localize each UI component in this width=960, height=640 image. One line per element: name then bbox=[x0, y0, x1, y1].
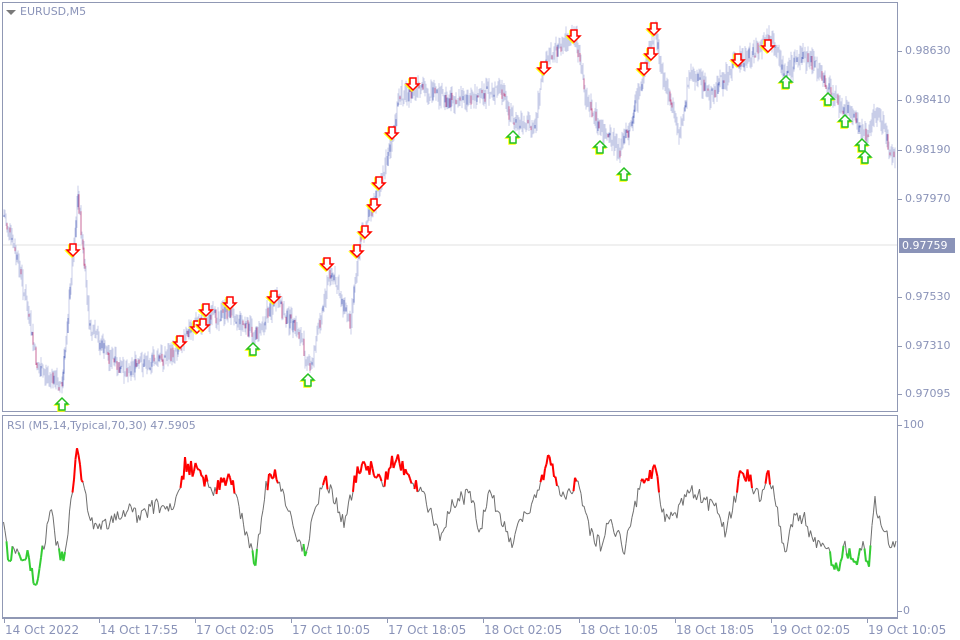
sell-arrow-icon bbox=[366, 198, 382, 213]
sell-arrow-icon bbox=[172, 335, 188, 350]
current-price-label: 0.97759 bbox=[899, 238, 955, 253]
time-tick bbox=[195, 618, 196, 623]
price-tick-label: 0.98190 bbox=[905, 143, 951, 156]
rsi-title: RSI (M5,14,Typical,70,30) 47.5905 bbox=[7, 419, 196, 432]
rsi-axis-max: 100 bbox=[903, 418, 924, 431]
time-tick-label: 14 Oct 17:55 bbox=[100, 623, 179, 637]
buy-arrow-icon bbox=[592, 139, 608, 154]
time-tick bbox=[387, 618, 388, 623]
price-tick-label: 0.98410 bbox=[905, 93, 951, 106]
time-tick bbox=[675, 618, 676, 623]
time-axis-line bbox=[2, 618, 898, 619]
buy-arrow-icon bbox=[505, 129, 521, 144]
time-tick bbox=[867, 618, 868, 623]
price-tick bbox=[897, 100, 902, 101]
sell-arrow-icon bbox=[349, 244, 365, 259]
sell-arrow-icon bbox=[566, 29, 582, 44]
symbol-dropdown-icon[interactable] bbox=[6, 10, 16, 15]
buy-arrow-icon bbox=[857, 149, 873, 164]
sell-arrow-icon bbox=[384, 126, 400, 141]
sell-arrow-icon bbox=[65, 243, 81, 258]
time-tick bbox=[291, 618, 292, 623]
buy-arrow-icon bbox=[820, 91, 836, 106]
sell-arrow-icon bbox=[198, 303, 214, 318]
buy-arrow-icon bbox=[300, 372, 316, 387]
rsi-tick-max bbox=[897, 425, 902, 426]
rsi-tick-min bbox=[897, 611, 902, 612]
time-tick-label: 18 Oct 18:05 bbox=[676, 623, 755, 637]
price-tick-label: 0.97095 bbox=[905, 387, 951, 400]
sell-arrow-icon bbox=[730, 53, 746, 68]
sell-arrow-icon bbox=[536, 61, 552, 76]
sell-arrow-icon bbox=[646, 22, 662, 37]
time-tick-label: 18 Oct 10:05 bbox=[580, 623, 659, 637]
buy-arrow-icon bbox=[616, 166, 632, 181]
price-chart-pane[interactable] bbox=[2, 2, 898, 412]
buy-arrow-icon bbox=[245, 341, 261, 356]
sell-arrow-icon bbox=[643, 47, 659, 62]
sell-arrow-icon bbox=[222, 296, 238, 311]
price-tick-label: 0.97970 bbox=[905, 192, 951, 205]
buy-arrow-icon bbox=[54, 396, 70, 411]
symbol-title: EURUSD,M5 bbox=[20, 5, 87, 18]
price-tick bbox=[897, 297, 902, 298]
price-tick-label: 0.97310 bbox=[905, 339, 951, 352]
sell-arrow-icon bbox=[760, 39, 776, 54]
price-tick bbox=[897, 150, 902, 151]
sell-arrow-icon bbox=[357, 225, 373, 240]
time-tick-label: 19 Oct 02:05 bbox=[772, 623, 851, 637]
sell-arrow-icon bbox=[319, 257, 335, 272]
rsi-indicator-pane[interactable] bbox=[2, 415, 898, 618]
time-tick bbox=[771, 618, 772, 623]
time-tick-label: 17 Oct 18:05 bbox=[388, 623, 467, 637]
rsi-axis-min: 0 bbox=[903, 604, 910, 617]
sell-arrow-icon bbox=[405, 77, 421, 92]
price-tick bbox=[897, 199, 902, 200]
time-tick bbox=[4, 618, 5, 623]
buy-arrow-icon bbox=[837, 113, 853, 128]
price-tick-label: 0.97530 bbox=[905, 290, 951, 303]
time-tick bbox=[483, 618, 484, 623]
sell-arrow-icon bbox=[195, 318, 211, 333]
price-tick-label: 0.98630 bbox=[905, 44, 951, 57]
time-tick-label: 19 Oct 10:05 bbox=[868, 623, 947, 637]
price-tick bbox=[897, 51, 902, 52]
time-tick-label: 17 Oct 10:05 bbox=[292, 623, 371, 637]
time-tick-label: 17 Oct 02:05 bbox=[196, 623, 275, 637]
time-tick bbox=[579, 618, 580, 623]
sell-arrow-icon bbox=[266, 290, 282, 305]
sell-arrow-icon bbox=[371, 176, 387, 191]
time-tick bbox=[99, 618, 100, 623]
time-tick-label: 18 Oct 02:05 bbox=[484, 623, 563, 637]
price-tick bbox=[897, 394, 902, 395]
buy-arrow-icon bbox=[778, 74, 794, 89]
sell-arrow-icon bbox=[636, 62, 652, 77]
time-tick-label: 14 Oct 2022 bbox=[5, 623, 80, 637]
price-tick bbox=[897, 346, 902, 347]
